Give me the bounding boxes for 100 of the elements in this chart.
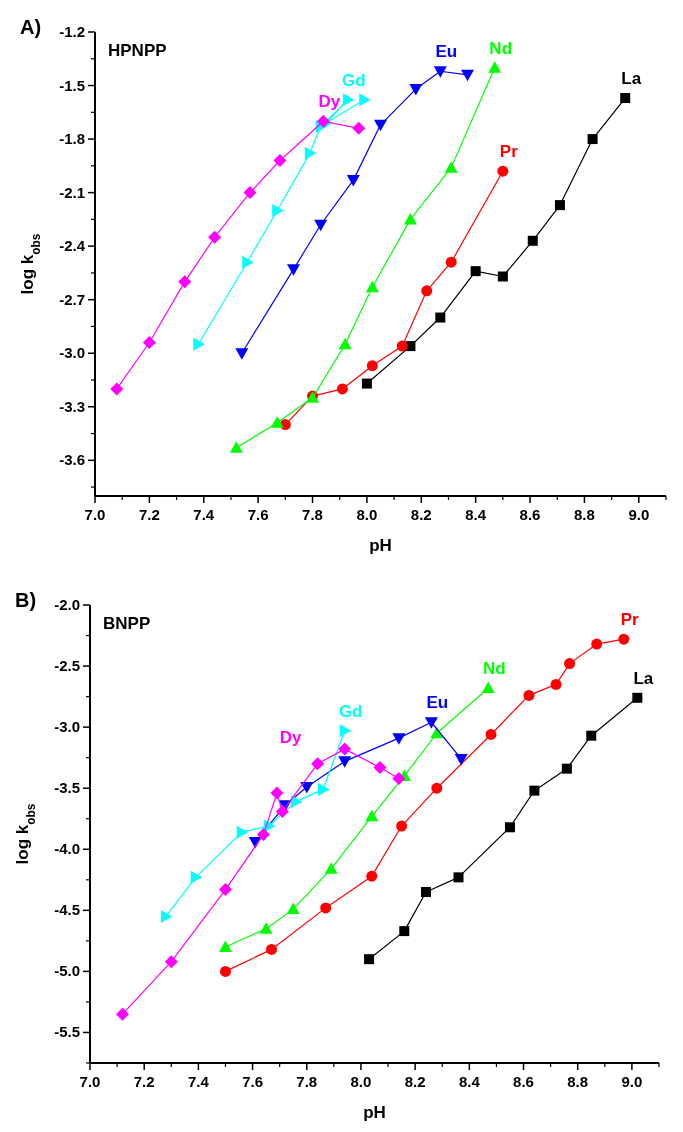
x-tick-label: 7.2 bbox=[138, 506, 160, 523]
y-tick-label: -2.1 bbox=[59, 183, 85, 201]
x-tick-label: 8.4 bbox=[458, 1073, 481, 1090]
point bbox=[338, 337, 352, 350]
point bbox=[243, 186, 257, 200]
series-label: Pr bbox=[620, 610, 640, 630]
y-tick-label: -3.3 bbox=[59, 397, 85, 415]
x-axis-title: pH bbox=[363, 1103, 386, 1122]
x-tick-label: 7.6 bbox=[247, 506, 269, 523]
point bbox=[242, 255, 254, 269]
y-tick-label: -3.5 bbox=[54, 779, 80, 797]
series-label: Gd bbox=[342, 70, 366, 90]
y-tick-label: -5.0 bbox=[54, 962, 80, 980]
point bbox=[632, 692, 643, 703]
point bbox=[361, 378, 372, 389]
point bbox=[470, 266, 481, 277]
point bbox=[300, 781, 314, 794]
point bbox=[396, 340, 408, 352]
point bbox=[444, 161, 458, 173]
point bbox=[193, 337, 205, 351]
point bbox=[266, 943, 278, 955]
point bbox=[110, 382, 124, 396]
point bbox=[311, 757, 325, 771]
x-tick-label: 7.0 bbox=[79, 1073, 101, 1090]
y-tick-label: -2.5 bbox=[54, 657, 80, 675]
point bbox=[290, 795, 303, 809]
point bbox=[399, 926, 410, 937]
series-label: Nd bbox=[489, 38, 513, 58]
point bbox=[497, 271, 508, 282]
x-tick-label: 8.6 bbox=[519, 506, 541, 523]
point bbox=[618, 633, 630, 645]
point bbox=[497, 165, 509, 177]
point bbox=[587, 134, 598, 145]
x-tick-label: 8.0 bbox=[350, 1073, 372, 1090]
point bbox=[218, 940, 232, 952]
point bbox=[364, 954, 375, 965]
point bbox=[314, 219, 328, 232]
point bbox=[316, 114, 330, 128]
text: HPNPP bbox=[108, 41, 167, 60]
x-tick-label: 8.8 bbox=[574, 506, 595, 523]
point bbox=[336, 383, 348, 395]
point bbox=[235, 348, 249, 360]
point bbox=[481, 681, 495, 694]
point bbox=[160, 909, 173, 923]
x-tick-label: 8.4 bbox=[465, 506, 487, 523]
x-tick-label: 8.8 bbox=[567, 1073, 589, 1090]
y-tick-label: -4.5 bbox=[54, 901, 80, 919]
point bbox=[270, 416, 284, 428]
point bbox=[256, 828, 270, 842]
point bbox=[259, 922, 273, 934]
series-label: Nd bbox=[482, 659, 506, 679]
point bbox=[620, 93, 631, 104]
point bbox=[523, 689, 535, 701]
point bbox=[529, 785, 540, 796]
point bbox=[454, 753, 468, 766]
point bbox=[488, 61, 502, 73]
point bbox=[420, 887, 431, 898]
y-tick-label: -2.4 bbox=[59, 237, 86, 255]
x-tick-label: 7.4 bbox=[187, 1073, 210, 1090]
point bbox=[435, 312, 446, 323]
point bbox=[365, 280, 379, 293]
point bbox=[421, 285, 433, 297]
x-tick-label: 8.2 bbox=[410, 506, 432, 523]
point bbox=[527, 235, 538, 246]
point bbox=[229, 441, 243, 453]
text: B) bbox=[15, 589, 37, 611]
point bbox=[392, 733, 406, 745]
point bbox=[396, 820, 408, 832]
series-label: La bbox=[633, 668, 654, 688]
series-label: Pr bbox=[499, 142, 519, 162]
x-tick-label: 7.6 bbox=[242, 1073, 263, 1090]
point bbox=[586, 730, 597, 741]
series-label: Dy bbox=[279, 728, 303, 748]
y-tick-label: -4.0 bbox=[54, 840, 80, 858]
series-label: Dy bbox=[318, 92, 341, 112]
point bbox=[178, 275, 192, 289]
point bbox=[346, 175, 360, 187]
point bbox=[275, 804, 289, 818]
x-tick-label: 7.8 bbox=[302, 506, 323, 523]
point bbox=[286, 902, 300, 915]
x-tick-label: 8.2 bbox=[404, 1073, 426, 1090]
point bbox=[338, 756, 352, 768]
point bbox=[591, 638, 603, 650]
point bbox=[359, 93, 371, 107]
point bbox=[445, 256, 457, 268]
y-tick-label: -2.0 bbox=[54, 596, 80, 613]
point bbox=[164, 955, 178, 969]
y-tick-label: -3.6 bbox=[59, 451, 85, 469]
point bbox=[433, 66, 447, 78]
point bbox=[564, 658, 576, 670]
x-tick-label: 9.0 bbox=[628, 506, 650, 523]
point bbox=[374, 119, 387, 132]
y-tick-label: -3.0 bbox=[59, 344, 85, 362]
x-tick-label: 7.4 bbox=[193, 506, 215, 523]
point bbox=[318, 782, 330, 796]
point bbox=[218, 883, 232, 897]
point bbox=[142, 336, 156, 350]
x-tick-label: 8.0 bbox=[356, 506, 378, 523]
series-label: Eu bbox=[426, 693, 449, 713]
point bbox=[208, 230, 222, 244]
